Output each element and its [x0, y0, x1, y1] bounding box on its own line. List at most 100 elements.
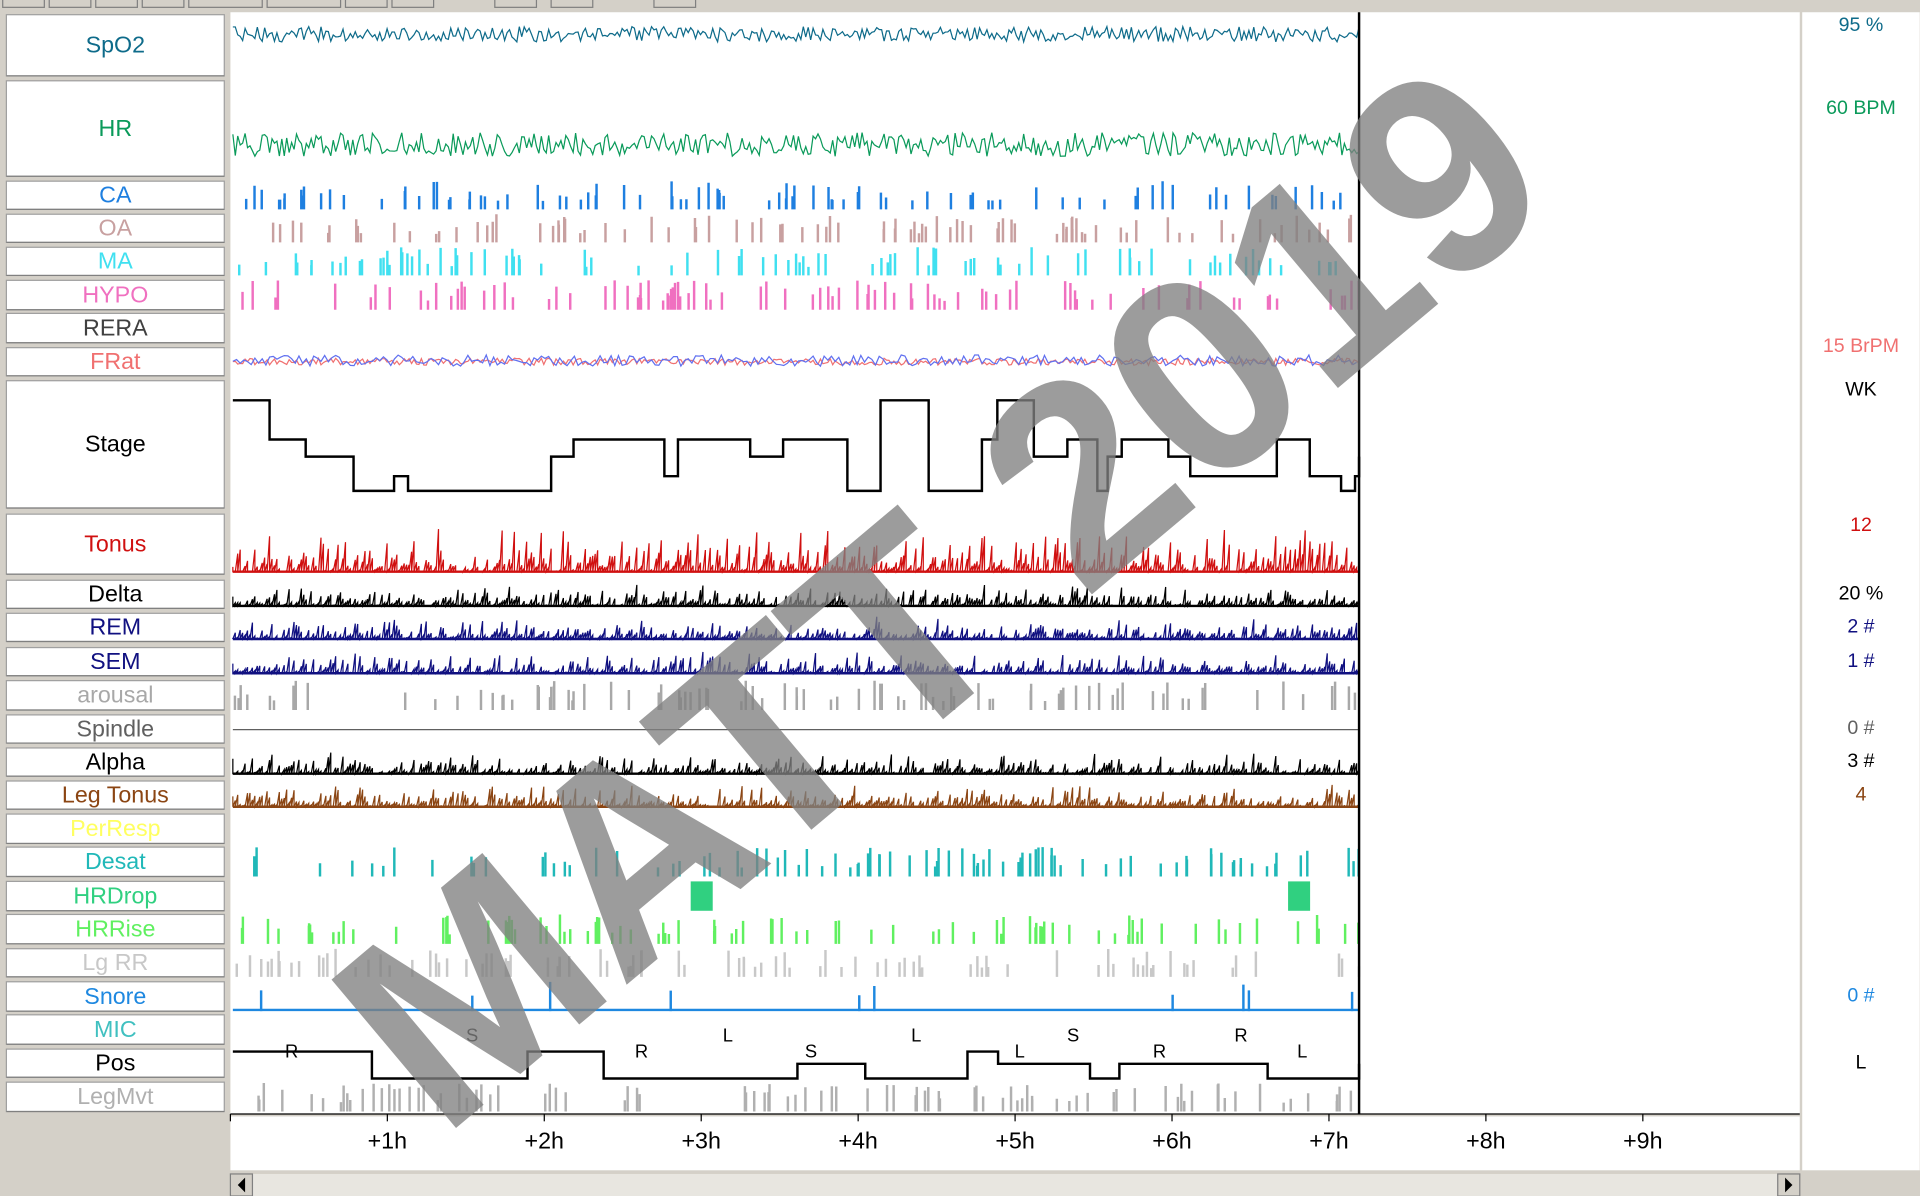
tick-label: +5h	[995, 1127, 1034, 1153]
channel-label-box	[5, 981, 225, 1012]
axis-area	[230, 1116, 1800, 1171]
channel-label: Pos	[95, 1050, 135, 1076]
position-label: R	[1153, 1041, 1166, 1062]
trace	[690, 881, 713, 911]
channel-label: HRRise	[75, 915, 155, 941]
tick-label: +6h	[1152, 1127, 1191, 1153]
trace	[257, 1083, 1353, 1112]
tick-label: +4h	[838, 1127, 877, 1153]
channel-label: MIC	[94, 1016, 137, 1042]
channel-value: 12	[1850, 514, 1872, 536]
channel-value: 1 #	[1847, 650, 1874, 672]
value-panel	[1802, 12, 1920, 1171]
channel-label: SEM	[90, 648, 140, 674]
channel-label: HR	[99, 115, 133, 141]
channel-label: Snore	[84, 983, 146, 1009]
trace	[1288, 881, 1311, 911]
position-label: L	[723, 1025, 733, 1046]
tick-label: +1h	[368, 1127, 407, 1153]
channel-label: OA	[99, 215, 133, 241]
tick-label: +3h	[681, 1127, 720, 1153]
channel-value: 0 #	[1847, 717, 1874, 739]
trace	[237, 247, 1337, 276]
channel-label: Spindle	[77, 715, 155, 741]
channel-label-box	[5, 347, 225, 377]
tick-label: +9h	[1623, 1127, 1662, 1153]
channel-label-box	[5, 813, 225, 845]
channel-label-box	[5, 213, 225, 243]
trace	[244, 181, 1342, 210]
trace	[232, 24, 1360, 45]
channel-label: LegMvt	[77, 1083, 154, 1109]
channel-label: Delta	[88, 581, 142, 607]
channel-value: 3 #	[1847, 750, 1874, 772]
channel-label-box	[5, 913, 225, 945]
trace	[233, 680, 1357, 711]
position-label: R	[1234, 1025, 1247, 1046]
trace	[232, 130, 1360, 158]
channel-value: 20 %	[1839, 582, 1884, 604]
trace	[232, 1050, 1361, 1080]
channel-label-box	[5, 513, 225, 575]
channel-label: Stage	[85, 431, 146, 457]
tick-label: +8h	[1466, 1127, 1505, 1153]
position-label: L	[911, 1025, 921, 1046]
channel-label-box	[5, 246, 225, 277]
tick-label: +7h	[1309, 1127, 1348, 1153]
trace	[240, 914, 1360, 944]
channel-label-box	[5, 646, 225, 677]
trace	[235, 948, 1361, 977]
channel-label: PerResp	[70, 815, 160, 841]
channel-label-box	[5, 948, 225, 978]
tick-label: +2h	[525, 1127, 564, 1153]
trace	[232, 399, 1361, 493]
position-label: L	[1297, 1041, 1307, 1062]
channel-value: 4	[1856, 783, 1867, 805]
channel-label: Tonus	[84, 531, 146, 557]
channel-label-box	[5, 1014, 225, 1045]
channel-label: CA	[99, 182, 132, 208]
channel-label-box	[5, 747, 225, 777]
trace	[271, 214, 1353, 243]
channel-value: 60 BPM	[1826, 97, 1896, 119]
channel-label: Leg Tonus	[62, 781, 169, 807]
channel-label: arousal	[77, 682, 153, 708]
trace	[232, 356, 1360, 367]
channel-label: MA	[98, 248, 133, 274]
channel-label-box	[5, 180, 225, 210]
position-label: R	[285, 1041, 298, 1062]
channel-label: RERA	[83, 314, 148, 340]
channel-value: WK	[1845, 379, 1877, 401]
toolbar	[0, 0, 1920, 10]
channel-value: 15 BrPM	[1823, 335, 1899, 357]
channel-value: 95 %	[1839, 14, 1884, 36]
position-label: R	[635, 1041, 648, 1062]
channel-label-box	[5, 312, 225, 344]
channel-label: Alpha	[86, 748, 146, 774]
channel-label-box	[5, 880, 225, 912]
scrollbar[interactable]	[229, 1173, 1801, 1196]
position-label: S	[466, 1025, 478, 1046]
position-label: L	[1015, 1041, 1025, 1062]
position-label: S	[805, 1041, 817, 1062]
channel-label-box	[5, 1081, 225, 1113]
channel-value: L	[1856, 1051, 1867, 1073]
channel-label-box	[5, 846, 225, 878]
position-label: S	[1067, 1025, 1079, 1046]
channel-label: Lg RR	[82, 949, 148, 975]
channel-label: HYPO	[82, 281, 148, 307]
channel-label: REM	[89, 614, 141, 640]
channel-label: HRDrop	[73, 882, 157, 908]
channel-label: Desat	[85, 848, 146, 874]
channel-value: 0 #	[1847, 985, 1874, 1007]
channel-label-box	[5, 780, 225, 810]
channel-label-box	[5, 579, 225, 610]
trace	[259, 981, 1354, 1012]
trace	[253, 847, 1360, 877]
channel-label-box	[5, 380, 225, 509]
trace	[232, 353, 1357, 368]
trace	[241, 280, 1360, 310]
channel-label: FRat	[90, 348, 141, 374]
